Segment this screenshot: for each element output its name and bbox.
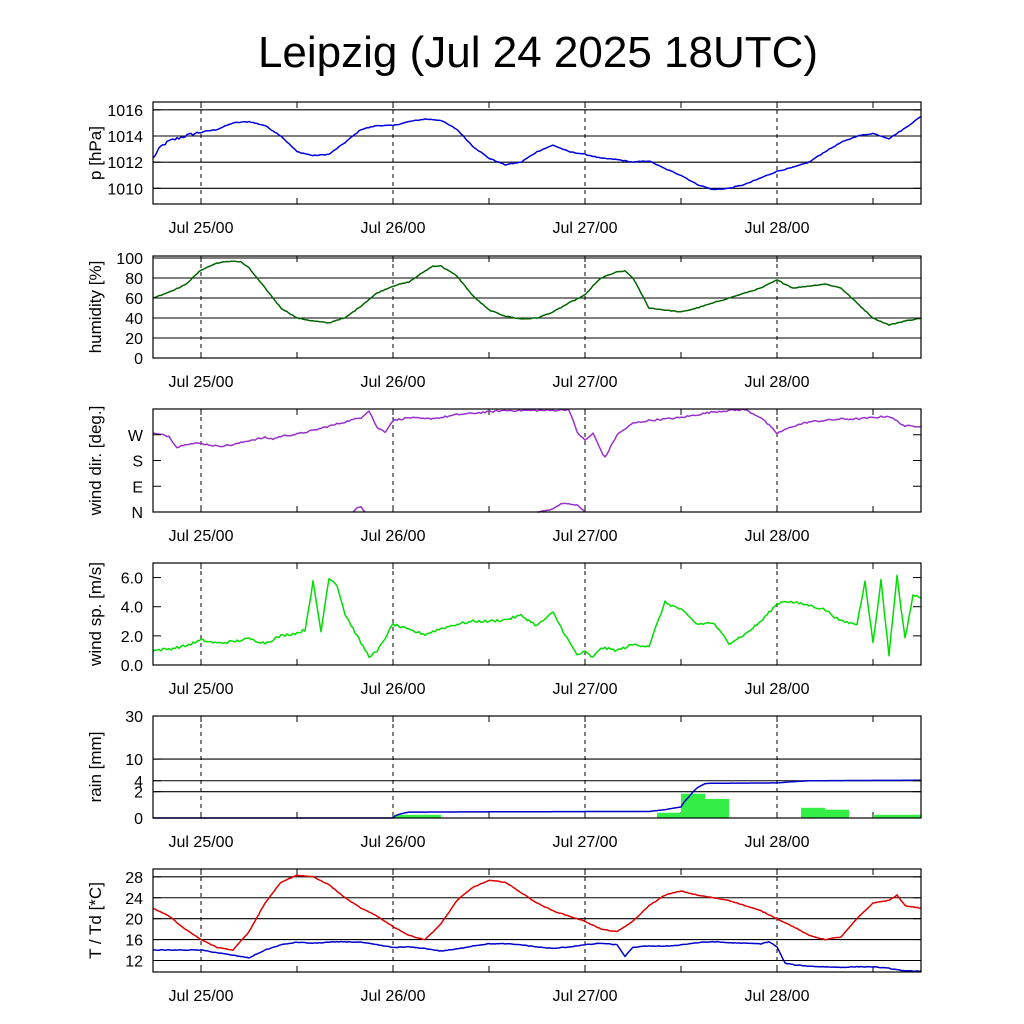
y-tick-label: 16 [125,933,143,950]
series-line [152,260,922,327]
x-tick-label: Jul 28/00 [745,220,810,237]
x-tick-label: Jul 27/00 [553,220,618,237]
x-tick-label: Jul 28/00 [745,681,810,698]
x-tick-label: Jul 27/00 [553,834,618,851]
rain-bar [873,814,897,818]
x-tick-label: Jul 28/00 [745,528,810,545]
x-tick-label: Jul 28/00 [745,988,810,1005]
x-tick-label: Jul 26/00 [361,834,426,851]
rain-bar [897,814,921,818]
series-line [152,574,922,658]
x-tick-label: Jul 27/00 [553,681,618,698]
plot-frame [152,715,922,819]
y-tick-label: 20 [125,912,143,929]
x-tick-label: Jul 28/00 [745,834,810,851]
rain-bar [801,807,825,818]
y-axis-label: humidity [%] [86,261,105,354]
rain-bar [393,814,417,818]
x-tick-label: Jul 26/00 [361,374,426,391]
series-line [152,940,922,972]
x-tick-label: Jul 26/00 [361,988,426,1005]
panel-2: 0 20 40 60 80 100 humidity [%] Jul 25/00 Jul 26/… [86,251,922,391]
x-tick-label: Jul 26/00 [361,681,426,698]
y-tick-label: 0 [134,811,143,828]
x-tick-label: Jul 26/00 [361,220,426,237]
x-tick-label: Jul 27/00 [553,988,618,1005]
series-line [537,502,586,513]
x-tick-label: Jul 26/00 [361,528,426,545]
panel-4: 0.0 2.0 4.0 6.0 wind sp. [m/s] Jul 25/00 Jul 2… [86,562,922,698]
rain-bar [705,798,729,818]
y-tick-label: 1010 [107,181,143,198]
rain-bar [657,812,681,818]
x-tick-label: Jul 25/00 [169,220,234,237]
series-line [152,408,922,458]
x-tick-label: Jul 27/00 [553,374,618,391]
rain-bar [681,793,705,818]
y-tick-label: 20 [125,331,143,348]
y-tick-label: 4.0 [121,600,143,617]
y-tick-label: 60 [125,291,143,308]
y-tick-label: 1012 [107,155,143,172]
y-tick-label: S [132,454,143,471]
y-tick-label: 30 [125,709,143,726]
x-tick-label: Jul 25/00 [169,681,234,698]
series-line [152,874,922,952]
y-tick-label: 10 [125,752,143,769]
y-axis-label: wind dir. [deg.] [86,406,105,517]
series-line [352,505,366,513]
x-tick-label: Jul 28/00 [745,374,810,391]
y-axis-label: T / Td [*C] [86,882,105,959]
y-tick-label: 12 [125,953,143,970]
x-tick-label: Jul 25/00 [169,374,234,391]
chart-title: Leipzig (Jul 24 2025 18UTC) [258,28,818,77]
x-tick-label: Jul 25/00 [169,834,234,851]
y-tick-label: 28 [125,870,143,887]
y-tick-label: 40 [125,311,143,328]
x-tick-label: Jul 27/00 [553,528,618,545]
panel-6: 12 16 20 24 28 T / Td [*C] Jul 25/00 Jul 26/00 J… [86,868,922,1005]
x-tick-label: Jul 25/00 [169,528,234,545]
y-tick-label: 2.0 [121,629,143,646]
plot-frame [152,868,922,973]
y-tick-label: 0.0 [121,658,143,675]
x-tick-label: Jul 25/00 [169,988,234,1005]
y-tick-label: 100 [116,251,143,268]
rain-bar [417,814,441,818]
y-tick-label: 2 [134,785,143,802]
y-tick-label: 24 [125,891,143,908]
y-axis-label: p [hPa] [86,126,105,180]
rain-bar [825,809,849,818]
plot-frame [152,562,922,666]
panel-5: 0 24 10 30 rain [mm] Jul 25/00 Jul 26/00 Jul 27… [86,709,922,851]
y-axis-label: wind sp. [m/s] [86,562,105,667]
series-line [152,115,922,191]
plot-frame [152,101,922,205]
y-tick-label: 4 [134,774,143,791]
plot-frame [152,408,922,513]
y-tick-label: W [128,428,144,445]
y-tick-label: E [132,479,143,496]
y-tick-label: N [131,505,143,522]
y-tick-label: 1016 [107,103,143,120]
plot-frame [152,255,922,359]
y-tick-label: 1014 [107,129,143,146]
y-tick-label: 6.0 [121,571,143,588]
y-tick-label: 0 [134,351,143,368]
y-tick-label: 80 [125,271,143,288]
y-axis-label: rain [mm] [86,732,105,803]
